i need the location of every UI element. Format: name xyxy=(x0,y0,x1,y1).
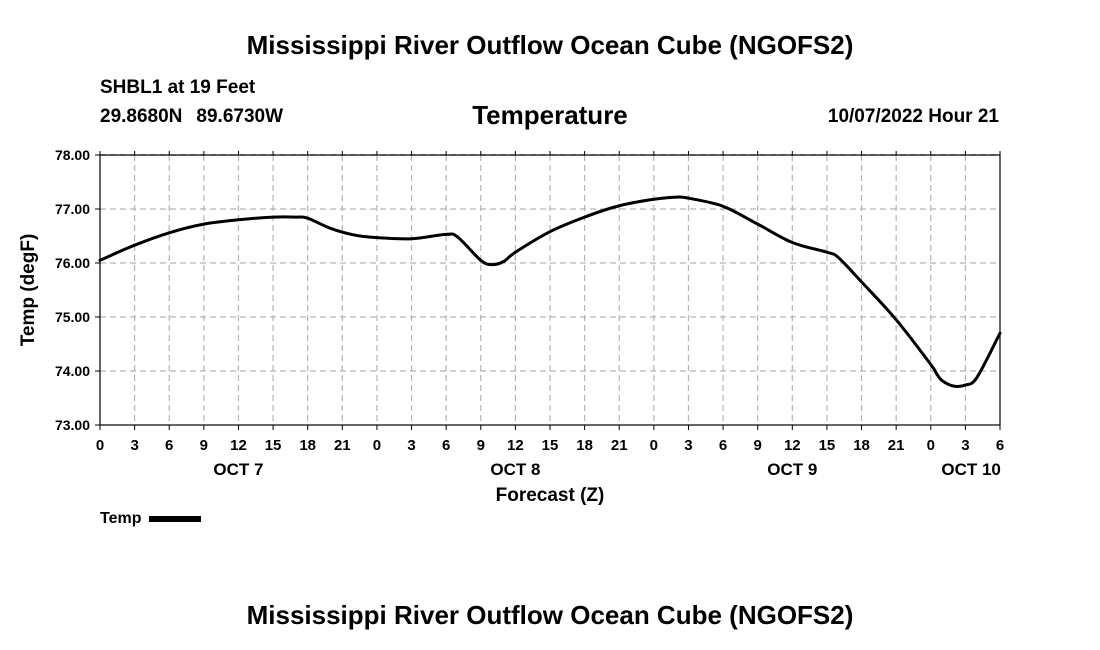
x-tick-label: 0 xyxy=(650,437,658,454)
y-tick-label: 78.00 xyxy=(55,147,90,163)
y-tick-label: 76.00 xyxy=(55,255,90,271)
station-label: SHBL1 at 19 Feet xyxy=(100,77,256,98)
axis-ticks xyxy=(95,151,1001,430)
day-labels: OCT 7 OCT 8 OCT 9 OCT 10 xyxy=(213,460,1000,479)
x-tick-label: 6 xyxy=(442,437,450,454)
day-label: OCT 10 xyxy=(941,460,1001,479)
x-tick-label: 9 xyxy=(754,437,762,454)
x-tick-label: 0 xyxy=(96,437,104,454)
legend-swatch xyxy=(149,516,202,522)
day-label: OCT 8 xyxy=(490,460,540,479)
x-tick-label: 3 xyxy=(407,437,415,454)
x-tick-label: 12 xyxy=(784,437,801,454)
station-coordinates: 29.8680N 89.6730W xyxy=(100,106,283,128)
y-axis-label: Temp (degF) xyxy=(18,234,39,347)
longitude-label: 89.6730W xyxy=(196,106,284,127)
y-tick-label: 73.00 xyxy=(55,417,90,433)
x-tick-label: 6 xyxy=(719,437,727,454)
variable-title: Temperature xyxy=(472,100,628,130)
x-tick-label: 12 xyxy=(230,437,247,454)
x-tick-label: 15 xyxy=(542,437,559,454)
x-tick-label: 6 xyxy=(165,437,173,454)
day-label: OCT 7 xyxy=(213,460,263,479)
x-tick-label: 21 xyxy=(611,437,628,454)
x-tick-label: 9 xyxy=(200,437,208,454)
x-tick-labels: 0 3 6 9 12 15 18 21 0 3 6 9 12 15 18 21 0 3 6 9 12 15 18 21 0 3 6 xyxy=(96,437,1004,454)
x-tick-label: 18 xyxy=(576,437,593,454)
y-tick-label: 74.00 xyxy=(55,363,90,379)
x-tick-label: 0 xyxy=(927,437,935,454)
x-tick-label: 3 xyxy=(130,437,138,454)
y-tick-label: 77.00 xyxy=(55,201,90,217)
x-tick-label: 18 xyxy=(853,437,870,454)
y-tick-labels: 73.00 74.00 75.00 76.00 77.00 78.00 xyxy=(55,147,90,433)
x-tick-label: 6 xyxy=(996,437,1004,454)
grid-lines xyxy=(100,154,1000,425)
x-tick-label: 15 xyxy=(265,437,282,454)
x-tick-label: 0 xyxy=(373,437,381,454)
forecast-datetime: 10/07/2022 Hour 21 xyxy=(827,106,999,127)
day-label: OCT 9 xyxy=(767,460,817,479)
x-tick-label: 18 xyxy=(299,437,316,454)
x-tick-label: 3 xyxy=(684,437,692,454)
x-tick-label: 21 xyxy=(888,437,905,454)
x-tick-label: 15 xyxy=(819,437,836,454)
legend-label: Temp xyxy=(100,510,142,527)
x-tick-label: 21 xyxy=(334,437,351,454)
x-tick-label: 9 xyxy=(477,437,485,454)
latitude-label: 29.8680N xyxy=(100,106,183,127)
y-tick-label: 75.00 xyxy=(55,309,90,325)
x-tick-label: 3 xyxy=(961,437,969,454)
x-tick-label: 12 xyxy=(507,437,524,454)
series-line-temp xyxy=(98,195,1002,388)
chart-footer-title: Mississippi River Outflow Ocean Cube (NG… xyxy=(246,600,854,630)
x-axis-label: Forecast (Z) xyxy=(496,485,605,506)
legend: Temp xyxy=(100,510,202,528)
series-layer xyxy=(98,195,1002,388)
chart-main-title: Mississippi River Outflow Ocean Cube (NG… xyxy=(246,30,854,60)
